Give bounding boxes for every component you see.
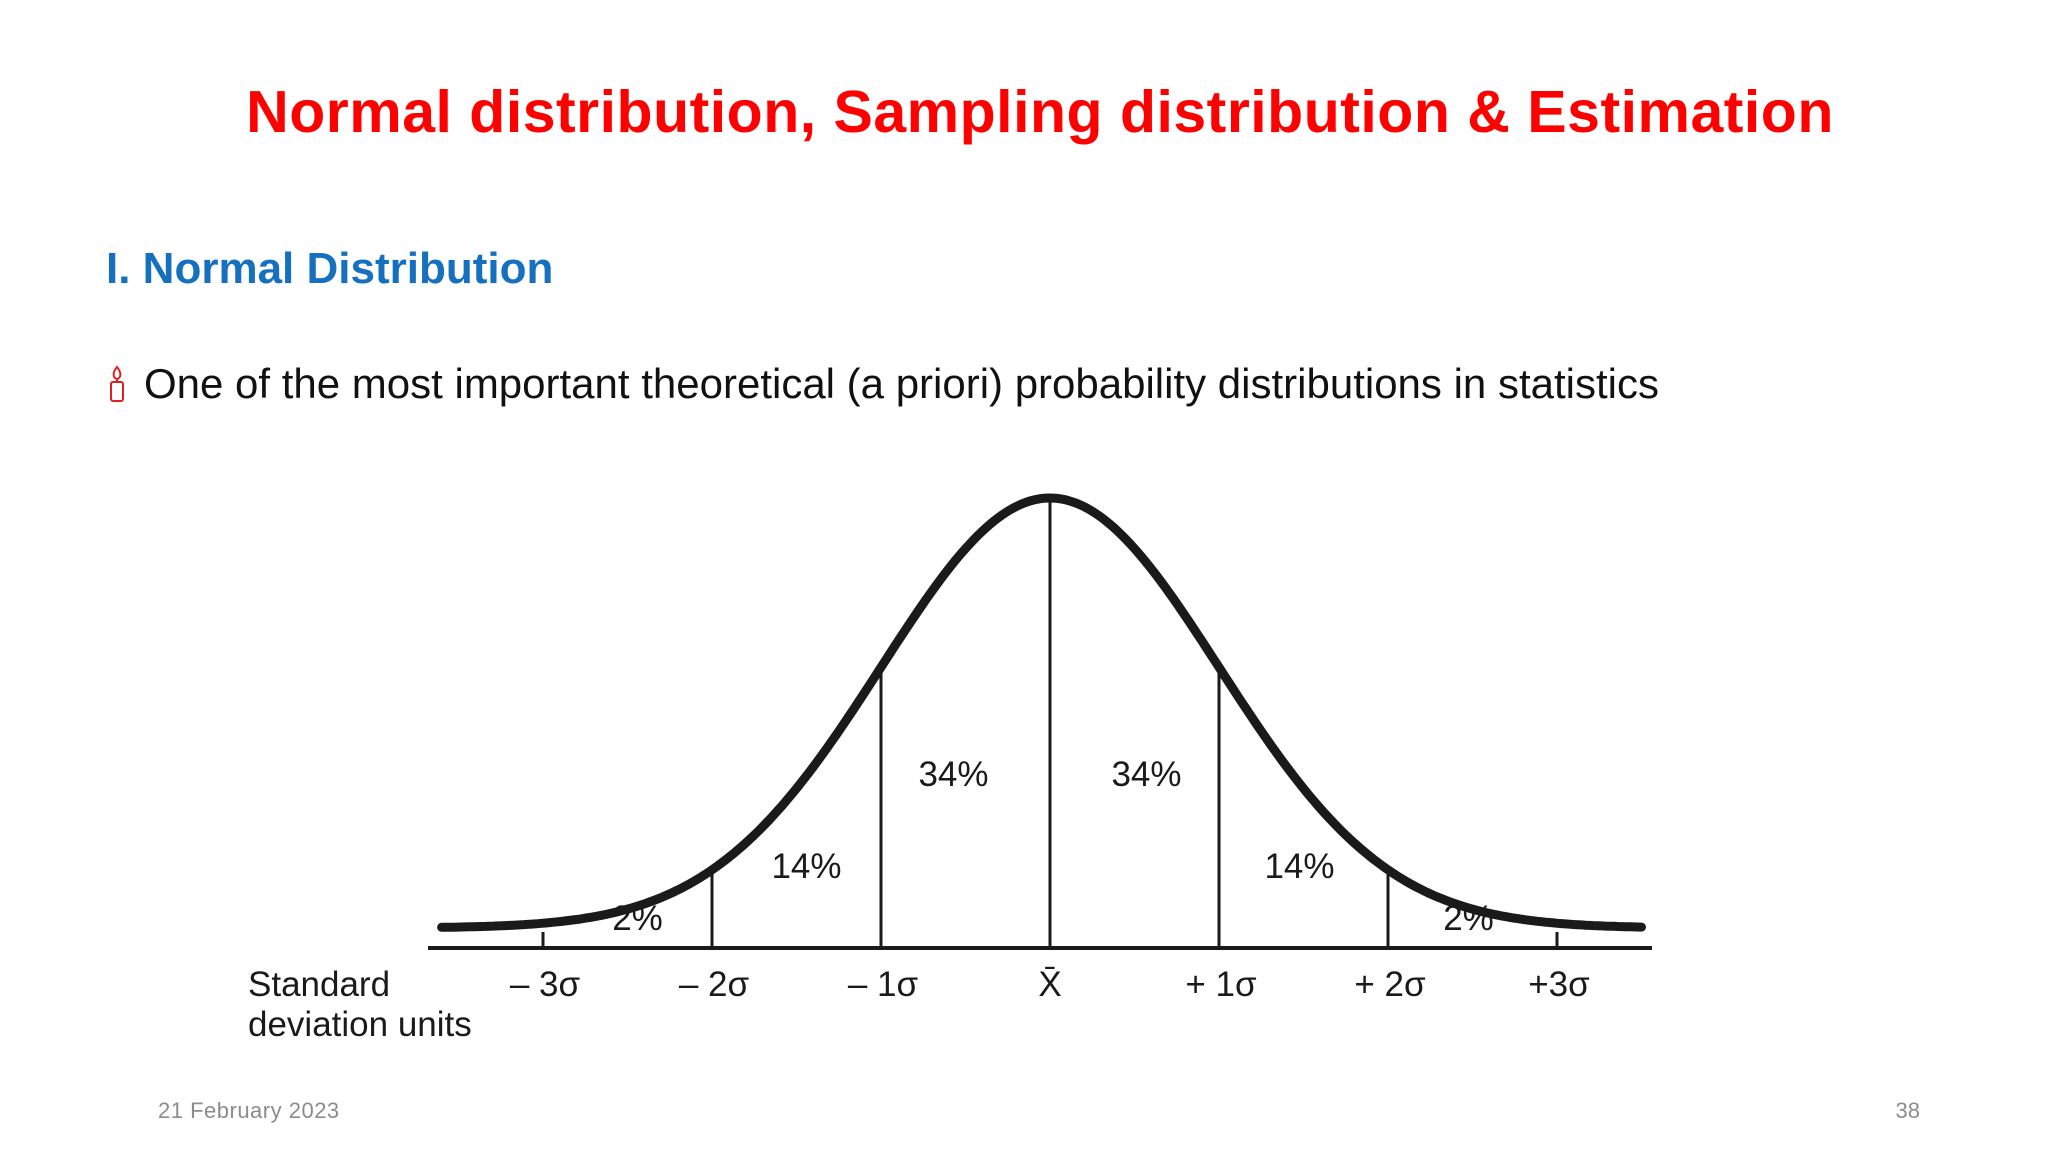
- tick-label: – 3σ: [510, 965, 581, 1004]
- region-label: 14%: [1264, 847, 1334, 886]
- region-label: 34%: [1111, 755, 1181, 794]
- x-axis-label: deviation units: [248, 1005, 472, 1044]
- tick-label: – 1σ: [848, 965, 919, 1004]
- tick-label: + 1σ: [1185, 965, 1257, 1004]
- tick-label: +3σ: [1528, 965, 1590, 1004]
- region-label: 14%: [771, 847, 841, 886]
- x-axis-label: Standard: [248, 965, 390, 1004]
- slide-title: Normal distribution, Sampling distributi…: [246, 79, 1834, 145]
- region-label: 2%: [612, 899, 663, 938]
- normal-curve: [437, 493, 1646, 932]
- bullet-text: One of the most important theoretical (a…: [144, 360, 1659, 407]
- candle-icon: [106, 364, 128, 404]
- bullet-item: One of the most important theoretical (a…: [106, 360, 1659, 408]
- tick-label: X̄: [1038, 965, 1061, 1004]
- section-heading: I. Normal Distribution: [106, 244, 554, 293]
- footer-date: 21 February 2023: [158, 1098, 340, 1123]
- region-label: 34%: [918, 755, 988, 794]
- tick-label: + 2σ: [1354, 965, 1426, 1004]
- tick-label: – 2σ: [679, 965, 750, 1004]
- page-number: 38: [1895, 1098, 1920, 1123]
- region-label: 2%: [1443, 899, 1494, 938]
